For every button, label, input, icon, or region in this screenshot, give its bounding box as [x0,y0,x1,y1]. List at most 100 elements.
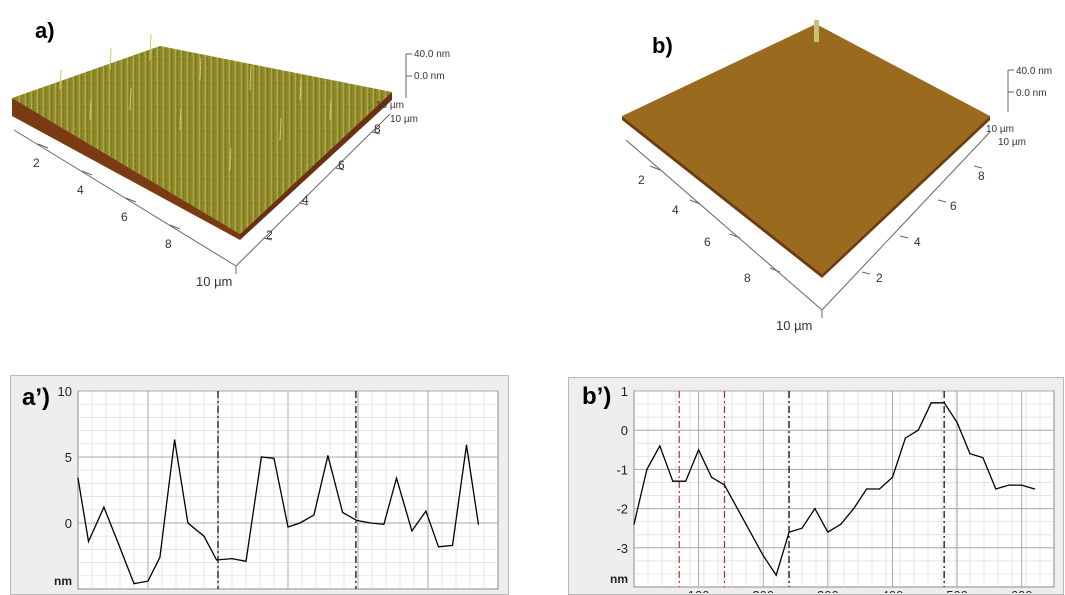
profile-point [147,580,149,582]
profile-point [133,583,135,585]
corner-label-b: 10 µm [776,318,812,333]
profile-label-b: b’) [582,383,612,410]
profile-point [287,526,289,528]
profile-line [77,439,480,585]
profile-point [159,556,161,558]
profile-point [370,522,372,524]
profile-point [313,514,315,516]
surface-spike-b [814,20,819,42]
profile-point [956,421,958,423]
profile-point [465,444,468,446]
y-tick-label: 0 [65,516,72,531]
z-top-label-b: 40.0 nm [1016,66,1052,77]
profile-point [672,480,674,482]
x-tick-label: 200 [207,590,229,593]
profile-point [187,522,189,524]
profile-line [633,402,1035,577]
profile-point [749,531,751,533]
profile-label-a: a’) [22,384,51,411]
profile-point [982,457,984,459]
profile-point [866,488,868,490]
x-tick-label: 300 [817,588,839,593]
x-tick-label: 600 [1011,588,1033,593]
profile-point [801,527,803,529]
x-axis-label: nm [1038,590,1056,593]
profile-point [762,555,764,557]
y-tick-label: 0 [621,423,628,438]
y-axis-label: nm [54,574,72,588]
x-tick-label: 200 [752,588,774,593]
x-axis-label: nm [482,592,500,593]
profile-point [1034,488,1036,490]
x-end-label-a: 10 µm [390,114,418,125]
profile-point [995,488,997,490]
left-tick-6-b: 6 [704,235,711,249]
afm-3d-surface-b: 2 4 6 8 10 µm 2 4 6 8 40.0 nm 0.0 nm 10 … [622,20,1052,333]
y-tick-label: 5 [65,450,72,465]
z-zero-label-b: 0.0 nm [1016,88,1047,99]
profile-point [395,477,398,479]
right-tick-8-a: 8 [374,122,381,136]
profile-point [930,402,932,404]
left-tick-8-a: 8 [165,237,172,251]
x-tick-label: 500 [417,590,439,593]
profile-point [118,543,120,545]
y-tick-label: 10 [58,384,72,399]
profile-point [646,468,648,470]
surface-edge-right-a [240,92,392,240]
profile-point [1008,484,1010,486]
x-tick-label: 400 [882,588,904,593]
profile-point [943,402,945,404]
profile-point [87,540,90,543]
x-end-label-b: 10 µm [998,137,1026,148]
left-tick-2-b: 2 [638,173,645,187]
profile-point [917,429,919,431]
right-tick-4-b: 4 [914,235,921,249]
profile-point [273,457,275,459]
profile-point [878,488,881,490]
y-tick-label: -2 [616,502,628,517]
y-tick-label: -3 [616,541,628,556]
left-tick-4-b: 4 [672,203,679,217]
profile-point [327,455,329,457]
x-tick-label: 100 [137,590,159,593]
left-tick-4-a: 4 [77,183,84,197]
profile-point [969,453,971,455]
profile-point [260,456,262,458]
right-tick-6-b: 6 [950,199,957,213]
profile-point [245,560,247,562]
x-tick-label: 300 [277,590,299,593]
panel-label-a: a) [35,18,55,43]
profile-point [1021,484,1023,486]
right-tick-2-a: 2 [266,228,273,242]
profile-point [77,477,79,479]
profile-point [451,544,454,547]
profile-point [814,508,816,510]
profile-point [356,519,358,521]
profile-point [710,476,713,478]
corner-label-a: 10 µm [196,274,232,289]
afm-3d-surface-a: 2 4 6 8 10 µm 2 4 6 8 40.0 nm 0.0 nm 10 … [12,33,450,289]
z-top-label-a: 40.0 nm [414,49,450,60]
profile-point [840,523,842,525]
profile-point [788,531,790,533]
profile-point [723,484,726,486]
y-axis-label: nm [610,572,628,586]
right-tick-2-b: 2 [876,271,883,285]
left-tick-2-a: 2 [33,156,40,170]
right-tick-6-a: 6 [338,158,345,172]
profile-point [411,530,413,532]
left-tick-8-b: 8 [744,271,751,285]
y-end-label-a: 10 µm [376,100,404,111]
surface-top-a [12,46,392,234]
panel-label-b: b) [652,33,673,58]
y-tick-label: 1 [621,384,628,399]
profile-point [203,535,205,537]
profile-point [827,531,829,533]
profile-point [437,546,440,548]
profile-point [633,523,635,525]
surface-edge-left-a [12,98,240,240]
profile-point [659,445,661,447]
profile-point [904,437,906,439]
right-tick-8-b: 8 [978,169,985,183]
